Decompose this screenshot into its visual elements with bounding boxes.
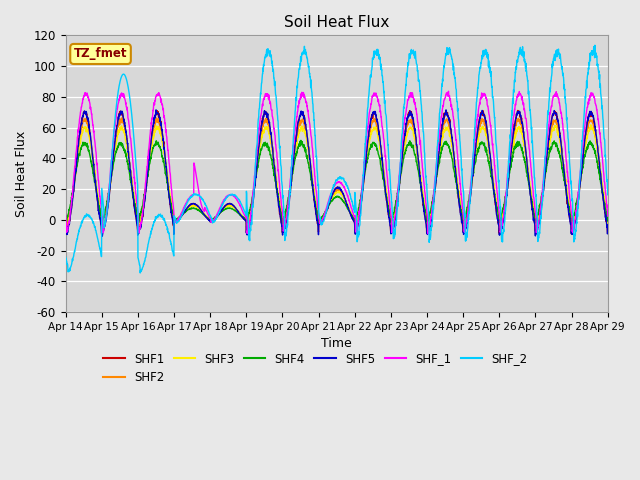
Line: SHF2: SHF2 [66, 118, 608, 231]
SHF4 [572, 207, 579, 213]
Line: SHF5: SHF5 [66, 110, 608, 236]
Line: SHF3: SHF3 [66, 125, 608, 226]
SHF_1 [352, 228, 360, 234]
SHF2 [364, 140, 372, 146]
SHF3 [62, 220, 70, 226]
SHF_2 [353, 212, 360, 217]
Legend: SHF1, SHF2, SHF3, SHF4, SHF5, SHF_1, SHF_2: SHF1, SHF2, SHF3, SHF4, SHF5, SHF_1, SHF… [99, 348, 532, 389]
SHF2 [556, 139, 564, 145]
SHF3 [213, 214, 221, 219]
SHF1 [556, 133, 564, 139]
SHF5 [572, 219, 579, 225]
SHF1 [494, 219, 502, 225]
SHF2 [118, 115, 126, 120]
SHF4 [353, 214, 360, 220]
SHF5 [364, 137, 372, 143]
SHF5 [62, 230, 70, 236]
SHF4 [365, 151, 372, 157]
SHF1 [572, 218, 579, 224]
SHF3 [604, 222, 612, 228]
SHF2 [213, 214, 221, 219]
SHF_1 [495, 203, 502, 209]
Line: SHF1: SHF1 [66, 110, 608, 234]
SHF_1 [213, 212, 221, 218]
Line: SHF_1: SHF_1 [66, 91, 608, 234]
SHF_1 [364, 125, 372, 131]
SHF_2 [604, 192, 612, 198]
SHF3 [494, 211, 502, 217]
SHF2 [572, 215, 579, 220]
Line: SHF4: SHF4 [66, 140, 608, 225]
SHF4 [556, 156, 564, 161]
SHF5 [495, 221, 502, 227]
Text: TZ_fmet: TZ_fmet [74, 48, 127, 60]
SHF4 [495, 214, 502, 219]
SHF4 [604, 216, 612, 222]
SHF1 [62, 229, 70, 235]
SHF3 [556, 140, 564, 145]
Title: Soil Heat Flux: Soil Heat Flux [284, 15, 389, 30]
SHF_2 [62, 254, 70, 260]
SHF1 [604, 229, 612, 235]
SHF5 [442, 107, 450, 113]
SHF_2 [136, 270, 144, 276]
SHF_2 [556, 52, 564, 58]
SHF_1 [424, 231, 432, 237]
SHF5 [353, 229, 360, 235]
X-axis label: Time: Time [321, 337, 352, 350]
SHF3 [353, 219, 360, 225]
SHF_1 [445, 88, 452, 94]
SHF5 [99, 233, 106, 239]
SHF1 [352, 226, 360, 231]
SHF2 [604, 222, 612, 228]
SHF_2 [364, 99, 372, 105]
SHF3 [587, 122, 595, 128]
SHF_1 [62, 212, 70, 218]
SHF3 [243, 223, 250, 229]
SHF5 [604, 229, 612, 235]
SHF_1 [556, 107, 564, 113]
SHF2 [62, 225, 70, 230]
SHF4 [170, 222, 177, 228]
SHF_2 [591, 42, 599, 48]
SHF3 [572, 213, 579, 219]
SHF_2 [213, 214, 221, 220]
SHF3 [364, 145, 372, 151]
SHF5 [213, 214, 221, 220]
SHF1 [514, 108, 522, 113]
Y-axis label: Soil Heat Flux: Soil Heat Flux [15, 131, 28, 217]
SHF4 [297, 137, 305, 143]
Line: SHF_2: SHF_2 [66, 45, 608, 273]
SHF4 [62, 220, 70, 226]
SHF1 [568, 231, 575, 237]
SHF4 [213, 213, 221, 218]
SHF_1 [604, 213, 612, 219]
SHF2 [353, 222, 360, 228]
SHF1 [213, 214, 221, 220]
SHF2 [460, 228, 467, 234]
SHF1 [364, 138, 372, 144]
SHF5 [556, 132, 564, 138]
SHF2 [495, 217, 502, 223]
SHF_2 [572, 231, 579, 237]
SHF_1 [572, 216, 579, 222]
SHF_2 [494, 172, 502, 178]
